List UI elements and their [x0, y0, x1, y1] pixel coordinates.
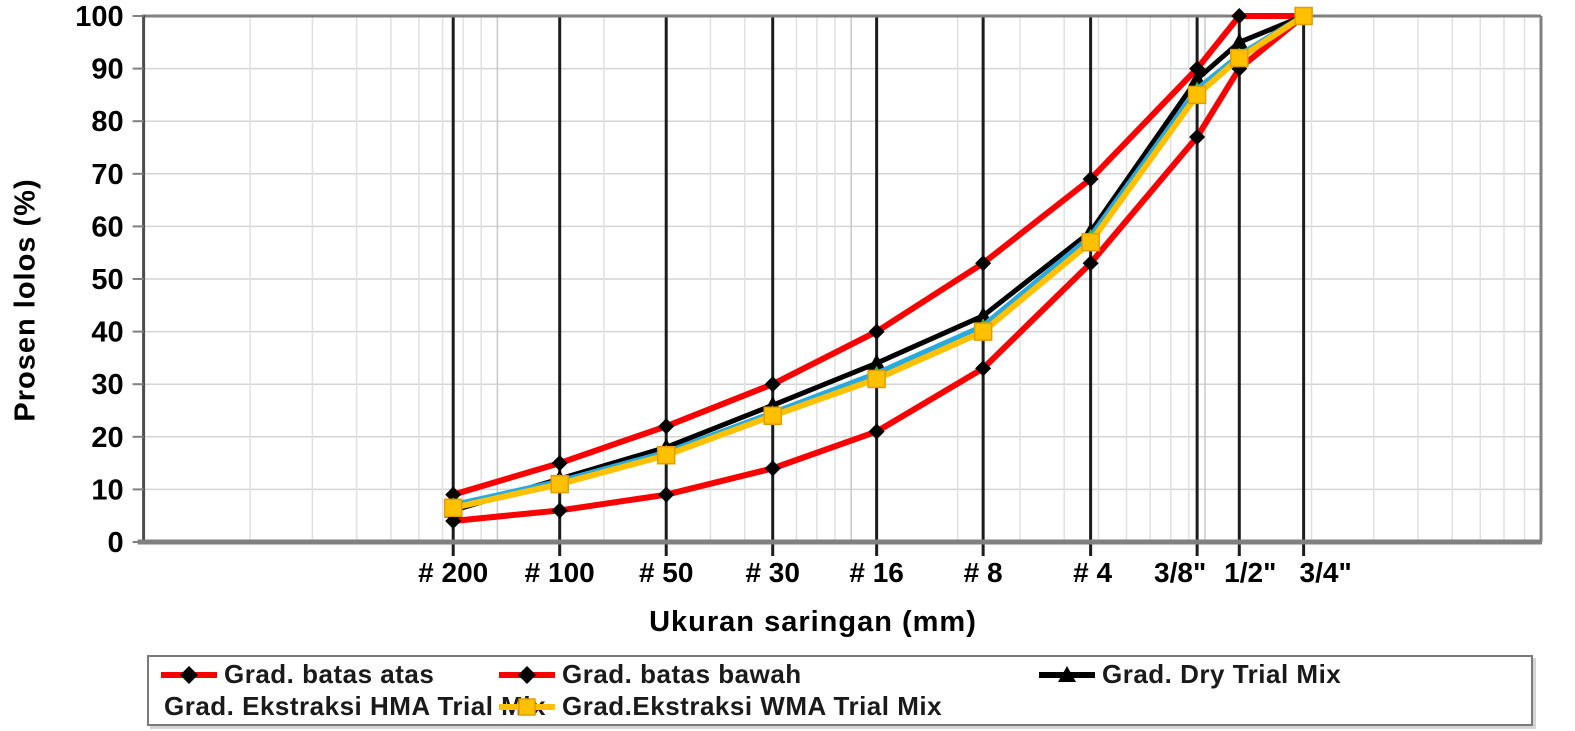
marker-grad-batas-bawah [1189, 128, 1206, 145]
marker-grad-batas-bawah [658, 486, 675, 503]
marker-grad-batas-bawah [1082, 255, 1099, 272]
legend-marker-grad-batas-atas [161, 665, 217, 684]
marker-grad-ekstraksi-wma-trial-mix [656, 445, 676, 465]
legend-label-grad-batas-atas: Grad. batas atas [224, 659, 435, 689]
marker-grad-ekstraksi-wma-trial-mix [973, 322, 993, 341]
marker-grad-ekstraksi-wma-trial-mix [550, 474, 569, 494]
legend-label-grad-batas-bawah: Grad. batas bawah [562, 659, 802, 689]
legend-item-grad-ekstraksi-wma-trial-mix: Grad.Ekstraksi WMA Trial Mix [497, 691, 1037, 723]
series-line-grad-dry-trial-mix [450, 13, 1307, 513]
legend-marker-grad-batas-bawah [499, 665, 555, 684]
y-tick-label: 50 [91, 264, 123, 296]
x-tick-label: # 100 [525, 557, 595, 588]
x-tick-label: # 30 [745, 557, 800, 588]
series-line-grad-ekstraksi-wma-trial-mix [450, 13, 1307, 511]
y-tick-label: 90 [91, 54, 123, 86]
marker-grad-batas-bawah [868, 423, 885, 440]
series-line-grad-batas-bawah [450, 13, 1307, 524]
marker-grad-batas-atas [658, 418, 675, 435]
legend-marker-grad-dry-trial-mix [1039, 665, 1095, 682]
marker-grad-ekstraksi-wma-trial-mix [1294, 6, 1313, 26]
y-tick-label: 60 [91, 211, 123, 243]
marker-grad-batas-bawah [551, 502, 568, 519]
x-tick-label: # 200 [418, 557, 488, 588]
marker-grad-ekstraksi-wma-trial-mix [867, 369, 886, 389]
y-tick-label: 20 [91, 422, 123, 454]
legend-item-grad-batas-atas: Grad. batas atas [159, 659, 497, 691]
y-tick-label: 40 [91, 317, 123, 349]
y-tick-label: 0 [107, 527, 123, 559]
legend-label-grad-ekstraksi-hma-trial-mix: Grad. Ekstraksi HMA Trial Mix [164, 691, 547, 721]
y-tick-label: 10 [91, 474, 123, 506]
legend-marker-grad-ekstraksi-wma-trial-mix [499, 697, 555, 716]
y-axis-title: Prosen lolos (%) [9, 178, 42, 422]
x-tick-label: 3/8" [1154, 557, 1206, 588]
x-tick-label: # 8 [964, 557, 1003, 588]
chart-plot-area: 0 10 20 30 40 50 60 70 80 90 100 # 200 # 100 # 50 # 30… [75, 1, 1543, 588]
marker-grad-batas-atas [975, 255, 992, 272]
y-tick-label: 70 [91, 159, 123, 191]
marker-grad-dry-trial-mix [1188, 70, 1207, 87]
legend: Grad. batas atas Grad. batas bawah Grad. D… [147, 655, 1533, 726]
marker-grad-ekstraksi-wma-trial-mix [1230, 48, 1249, 68]
marker-grad-batas-bawah [764, 460, 781, 477]
y-tick-label: 100 [75, 1, 123, 33]
marker-grad-dry-trial-mix [867, 354, 886, 371]
legend-item-grad-ekstraksi-hma-trial-mix: Grad. Ekstraksi HMA Trial Mix [159, 691, 546, 723]
legend-label-grad-dry-trial-mix: Grad. Dry Trial Mix [1102, 659, 1342, 689]
x-tick-label: 1/2" [1224, 557, 1276, 588]
marker-grad-batas-atas [551, 455, 568, 472]
marker-grad-batas-atas [1231, 8, 1248, 24]
x-tick-label: 3/4" [1300, 557, 1352, 588]
marker-grad-batas-bawah [975, 360, 992, 377]
marker-grad-batas-atas [764, 376, 781, 393]
legend-label-grad-ekstraksi-wma-trial-mix: Grad.Ekstraksi WMA Trial Mix [562, 691, 943, 721]
x-tick-label: # 50 [639, 557, 694, 588]
x-tick-label: # 16 [849, 557, 904, 588]
y-tick-label: 80 [91, 106, 123, 138]
marker-grad-ekstraksi-wma-trial-mix [1081, 232, 1100, 252]
marker-grad-batas-atas [868, 323, 885, 340]
x-tick-label: # 4 [1073, 557, 1112, 588]
series-line-grad-batas-atas [450, 13, 1307, 498]
marker-grad-batas-atas [1082, 171, 1099, 188]
marker-grad-dry-trial-mix [1230, 33, 1249, 50]
legend-item-grad-dry-trial-mix: Grad. Dry Trial Mix [1037, 659, 1531, 691]
legend-item-grad-batas-bawah: Grad. batas bawah [497, 659, 1037, 691]
marker-grad-ekstraksi-wma-trial-mix [1187, 85, 1207, 105]
marker-grad-ekstraksi-wma-trial-mix [763, 406, 782, 426]
marker-grad-ekstraksi-wma-trial-mix [443, 498, 463, 518]
x-axis-title: Ukuran saringan (mm) [649, 606, 977, 638]
y-tick-label: 30 [91, 369, 123, 401]
